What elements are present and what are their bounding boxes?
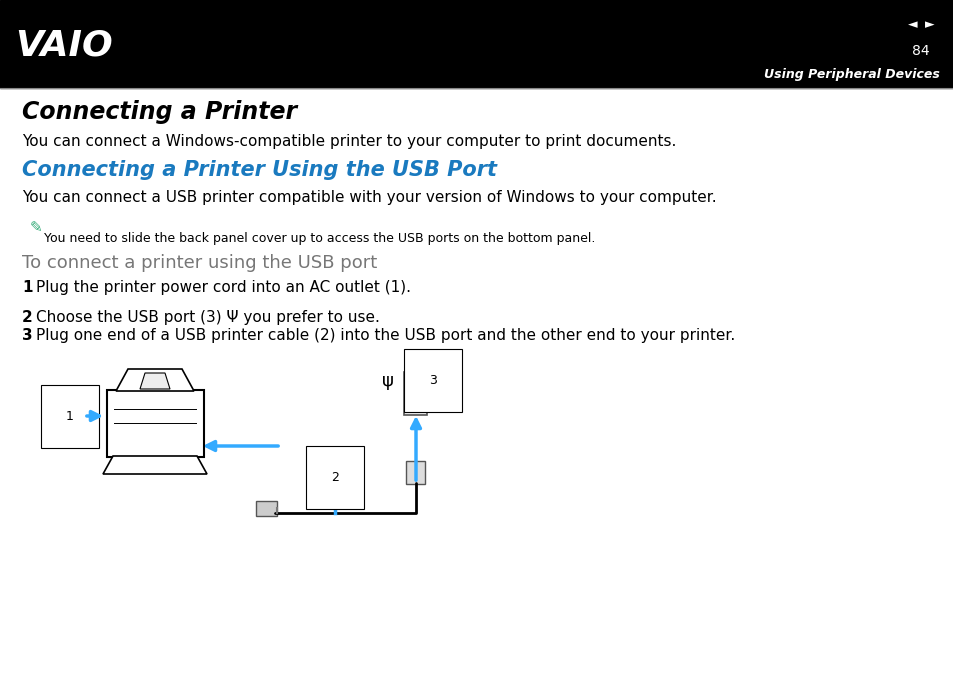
Text: 2: 2 (22, 310, 32, 325)
FancyBboxPatch shape (406, 460, 425, 483)
Text: Plug one end of a USB printer cable (2) into the USB port and the other end to y: Plug one end of a USB printer cable (2) … (36, 328, 735, 343)
Text: 84: 84 (911, 44, 929, 58)
Text: ►: ► (924, 18, 934, 31)
Text: You can connect a USB printer compatible with your version of Windows to your co: You can connect a USB printer compatible… (22, 190, 716, 205)
FancyBboxPatch shape (256, 501, 277, 516)
FancyBboxPatch shape (404, 371, 427, 415)
Text: To connect a printer using the USB port: To connect a printer using the USB port (22, 254, 376, 272)
Text: Connecting a Printer Using the USB Port: Connecting a Printer Using the USB Port (22, 160, 497, 180)
Text: 3: 3 (22, 328, 32, 343)
Polygon shape (116, 369, 193, 391)
Text: Choose the USB port (3) Ψ you prefer to use.: Choose the USB port (3) Ψ you prefer to … (36, 310, 379, 325)
Text: Connecting a Printer: Connecting a Printer (22, 100, 296, 124)
Polygon shape (103, 456, 207, 474)
Text: ✎: ✎ (30, 220, 43, 235)
Text: 3: 3 (429, 374, 436, 387)
Text: Plug the printer power cord into an AC outlet (1).: Plug the printer power cord into an AC o… (36, 280, 411, 295)
Polygon shape (140, 373, 170, 389)
Text: ◄: ◄ (907, 18, 917, 31)
Text: VAIO: VAIO (15, 29, 112, 63)
Text: 2: 2 (331, 471, 338, 484)
Text: Using Peripheral Devices: Using Peripheral Devices (763, 68, 939, 82)
FancyBboxPatch shape (107, 390, 204, 457)
Text: You need to slide the back panel cover up to access the USB ports on the bottom : You need to slide the back panel cover u… (44, 232, 595, 245)
Text: 1: 1 (22, 280, 32, 295)
Bar (0, 0, 953, 88)
Text: 1: 1 (66, 410, 74, 423)
Text: ψ: ψ (381, 372, 394, 390)
Text: You can connect a Windows-compatible printer to your computer to print documents: You can connect a Windows-compatible pri… (22, 134, 676, 149)
